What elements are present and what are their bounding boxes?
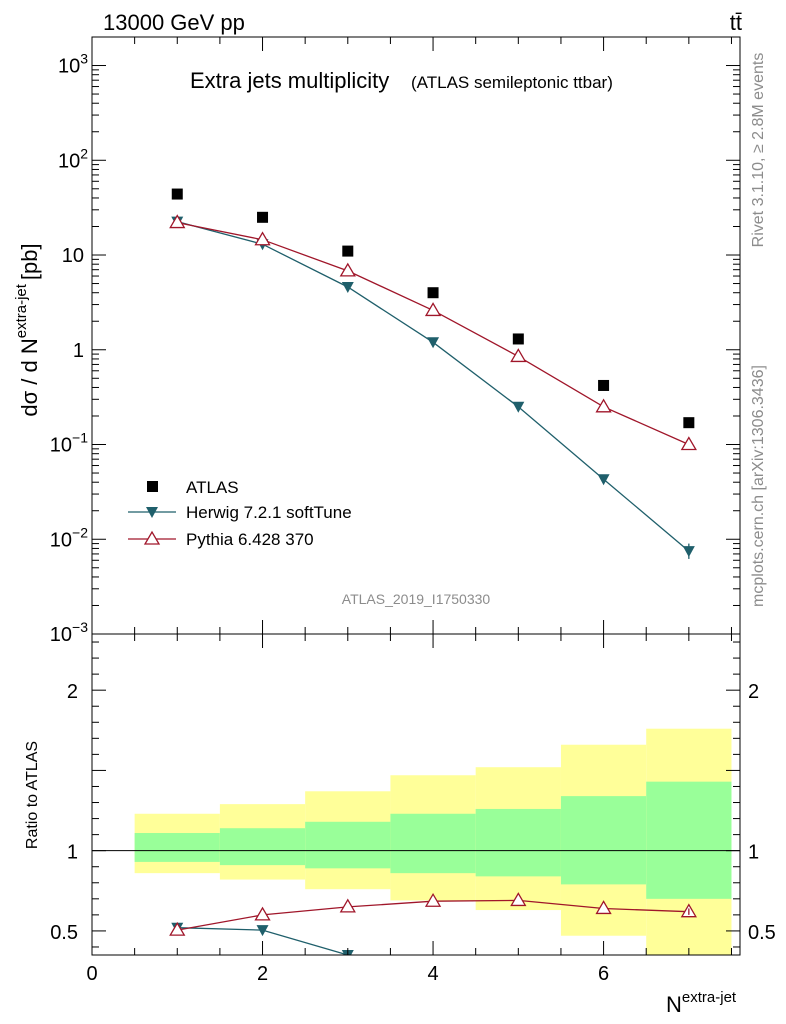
ratio-pythia-point [424,892,442,907]
atlas-point [683,417,695,429]
y-tick-label: 10−1 [50,430,88,457]
pythia-point [339,262,356,277]
x-tick-label: 2 [257,963,268,985]
band-inner [390,813,476,874]
atlas-point [598,379,610,391]
legend-atlas-label: ATLAS [186,478,239,497]
y-label-unit: [pb] [17,243,42,280]
energy-label: 13000 GeV pp [103,10,245,35]
atlas-point [171,188,183,200]
legend-herwig-label: Herwig 7.2.1 softTune [186,503,352,522]
ratio-y-tick-label-right: 1 [748,842,759,864]
pythia-point [595,398,612,413]
ratio-pythia-point [595,900,612,915]
watermark: ATLAS_2019_I1750330 [342,591,491,607]
x-label-main: N [666,992,682,1017]
ratio-ticks: 0.5 0.5 1 1 2 2 0 2 4 6 [50,634,776,985]
herwig-point [427,337,440,349]
y-tick-label: 10−2 [50,524,88,551]
x-tick-label: 6 [598,963,609,985]
ratio-y-axis-label: Ratio to ATLAS [24,741,41,849]
legend-pythia-label: Pythia 6.428 370 [186,530,314,549]
series-line-pythia [177,221,690,446]
x-axis-label: Nextra-jet [666,989,737,1017]
legend-atlas-marker [147,481,158,492]
x-label-sup: extra-jet [682,989,737,1006]
herwig-point [341,281,354,293]
main-panel: 10−3 10−2 10−1 1 10 102 103 Extra jets multipl… [13,36,741,646]
atlas-point [512,333,524,345]
chart-title: Extra jets multiplicity [190,68,389,93]
y-tick-label: 10 [62,245,84,267]
ratio-pythia-point [339,898,356,913]
main-ticks: 10−3 10−2 10−1 1 10 102 103 [50,36,740,646]
ratio-y-tick-label: 1 [67,842,78,864]
x-tick-label: 0 [86,963,97,985]
ratio-bands [92,728,740,955]
legend-pythia-marker [143,530,161,545]
band-inner [305,821,391,869]
ratio-line-herwig [177,927,351,955]
atlas-point [257,211,269,223]
ratio-panel: 0.5 0.5 1 1 2 2 0 2 4 6 Ratio to ATLAS Nextra-jet [24,633,776,1017]
main-series [169,188,697,559]
ratio-pythia-point [510,892,527,907]
mcplots-label: mcplots.cern.ch [arXiv:1306.3436] [750,365,767,607]
ratio-pythia-point [169,921,186,936]
band-inner [646,781,732,899]
atlas-point [427,287,439,299]
ratio-y-tick-label-right: 2 [748,681,759,703]
y-tick-label: 103 [58,51,88,78]
pythia-point [254,231,271,246]
band-inner [219,828,306,866]
ratio-y-tick-label: 2 [67,681,78,703]
band-inner [560,796,647,885]
band-inner [134,833,220,862]
ratio-herwig-point [256,925,269,937]
pythia-point [680,436,697,451]
herwig-point [597,474,610,486]
process-label: tt̄ [730,10,742,35]
rivet-label: Rivet 3.1.10, ≥ 2.8M events [750,53,767,248]
herwig-point [512,401,525,413]
ratio-y-tick-label: 0.5 [50,922,78,944]
y-tick-label: 1 [73,340,84,362]
band-inner [475,808,561,877]
ratio-pythia-point [254,906,271,921]
y-label-sup: extra-jet [13,283,30,338]
legend-herwig-marker [146,507,158,518]
y-tick-label: 102 [58,145,88,172]
y-tick-label: 10−3 [50,619,88,646]
main-y-axis-label: dσ / d Nextra-jet [pb] [13,243,42,416]
ratio-frame [91,633,741,956]
pythia-point [424,302,442,317]
legend: ATLAS Herwig 7.2.1 softTune Pythia 6.428… [128,478,352,549]
svg-text:dσ / d Nextra-jet[pb]: dσ / d Nextra-jet [pb] [13,243,42,416]
atlas-point [342,245,354,257]
pythia-point [169,214,186,229]
chart-subtitle: (ATLAS semileptonic ttbar) [411,73,613,92]
ratio-y-tick-label-right: 0.5 [748,922,776,944]
series-line-herwig [177,220,690,552]
pythia-point [510,348,527,363]
ratio-series [169,892,697,955]
x-tick-label: 4 [427,963,438,985]
y-label-main: dσ / d N [17,338,42,416]
